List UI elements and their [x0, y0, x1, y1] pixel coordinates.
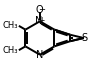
Text: −: − — [38, 5, 45, 14]
Text: CH₃: CH₃ — [3, 21, 18, 30]
Text: +: + — [39, 16, 45, 25]
Text: N: N — [35, 16, 42, 26]
Text: N: N — [36, 50, 44, 60]
Text: S: S — [82, 33, 88, 43]
Text: O: O — [35, 5, 43, 15]
Text: CH₃: CH₃ — [3, 46, 18, 55]
